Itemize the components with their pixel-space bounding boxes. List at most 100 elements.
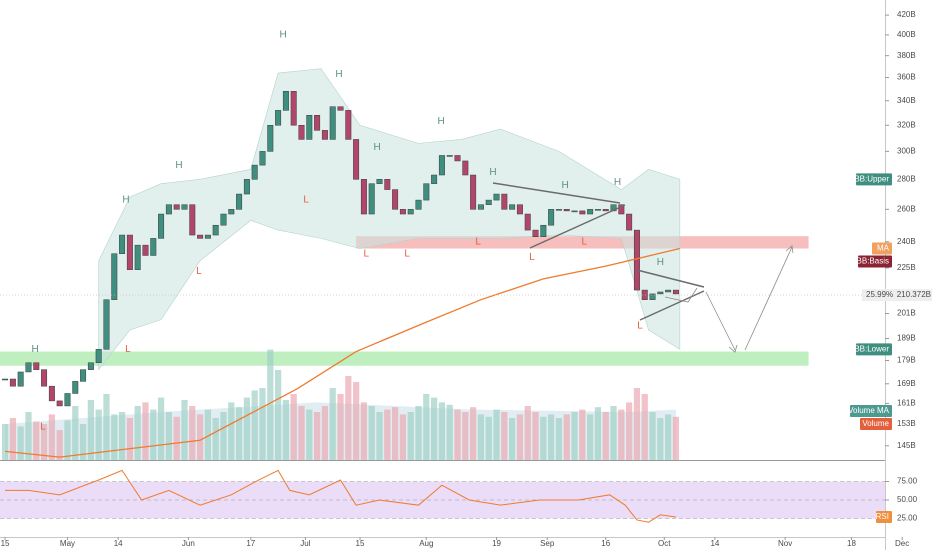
candle-body (48, 385, 55, 402)
volume-bar (571, 412, 578, 460)
candle-body (509, 204, 516, 210)
candle-body (267, 125, 274, 152)
candle-body (181, 204, 188, 210)
volume-bar (657, 418, 664, 460)
y-tick-label: 420B (897, 10, 916, 19)
pattern-label: H (122, 195, 129, 206)
volume-bar (196, 414, 204, 460)
volume-bar (228, 402, 235, 460)
candle-body (204, 234, 211, 239)
candle-body (672, 289, 679, 295)
candle-body (376, 179, 383, 184)
candle-body (415, 199, 422, 210)
candle-body (540, 224, 547, 237)
volume-bar (430, 397, 438, 460)
volume-bar (501, 412, 508, 460)
volume-bar (329, 388, 336, 460)
x-tick-label: 15 (1, 539, 10, 548)
axis-tag: BB:Basis (857, 257, 889, 266)
volume-bar (150, 409, 157, 460)
candle-body (228, 209, 235, 215)
volume-bar (212, 418, 219, 460)
y-tick-label: 189B (897, 334, 916, 343)
volume-bar (509, 418, 516, 460)
candle-body (282, 91, 289, 111)
axis-tag-box (876, 511, 892, 524)
volume-bar (462, 412, 469, 460)
volume-bar (126, 418, 134, 460)
x-tick-label: 18 (847, 539, 856, 548)
candle-body (470, 174, 477, 210)
volume-bar (290, 394, 297, 460)
volume-pane (1, 349, 680, 460)
candles (2, 91, 680, 458)
y-tick-label: 340B (897, 96, 916, 105)
candle-body (649, 293, 656, 300)
volume-bar (79, 424, 87, 460)
candle-body (220, 213, 227, 226)
volume-bar (337, 394, 344, 460)
candle-body (56, 400, 63, 407)
candle-body (353, 139, 360, 180)
trend-line (492, 182, 621, 204)
x-tick-label: Dec (895, 539, 909, 548)
x-tick-label: Nov (778, 539, 792, 548)
rsi-line (5, 469, 677, 523)
pattern-label: L (404, 248, 410, 259)
volume-bar (17, 426, 24, 460)
candle-body (72, 381, 79, 394)
arrow (705, 291, 736, 351)
candle-body (602, 209, 609, 212)
price-zone (356, 236, 809, 249)
candle-body (431, 174, 438, 184)
candle-body (64, 393, 71, 407)
x-tick-label: 14 (114, 539, 123, 548)
volume-bar (555, 418, 563, 460)
volume-bar (134, 406, 141, 460)
candle-body (360, 179, 367, 215)
candle-body (618, 204, 625, 215)
volume-bar (532, 412, 539, 460)
volume-bar (649, 412, 656, 460)
volume-bar (306, 409, 313, 460)
pattern-label: H (657, 257, 664, 268)
volume-bar (235, 407, 243, 460)
y-tick-label: 145B (897, 441, 916, 450)
volume-bar (524, 406, 531, 460)
pattern-label: L (363, 248, 369, 259)
pattern-label: H (280, 30, 287, 41)
volume-bar (56, 430, 63, 460)
volume-bar (493, 409, 500, 460)
volume-bar (415, 406, 422, 460)
volume-bar (103, 394, 110, 460)
rsi-pane (0, 469, 885, 523)
volume-bar (25, 412, 32, 460)
volume-bar (485, 416, 492, 460)
candle-body (80, 369, 87, 382)
candle-body (165, 204, 172, 215)
x-tick-label: Aug (419, 539, 433, 548)
y-tick-label: 320B (897, 120, 916, 129)
bollinger-band (98, 68, 681, 371)
axis-tag: RSI (876, 512, 889, 521)
x-tick-label: 17 (246, 539, 255, 548)
candle-body (314, 115, 321, 131)
arrow-head (785, 245, 794, 254)
candle-body (103, 299, 110, 350)
candle-body (158, 213, 165, 239)
axis-tag-box (872, 242, 892, 255)
candle-body (493, 193, 500, 201)
pattern-label: H (562, 180, 569, 191)
axis-tag: MA (877, 244, 890, 253)
candle-body (275, 110, 282, 126)
trend-line (639, 290, 705, 321)
candle-body (532, 229, 539, 237)
candle-body (368, 183, 375, 215)
candle-body (126, 234, 133, 270)
candle-body (251, 164, 258, 180)
y-tick-label: 380B (897, 51, 916, 60)
y-tick-label: 161B (897, 399, 916, 408)
candle-body (571, 210, 578, 213)
y-tick-label: 240B (897, 237, 916, 246)
